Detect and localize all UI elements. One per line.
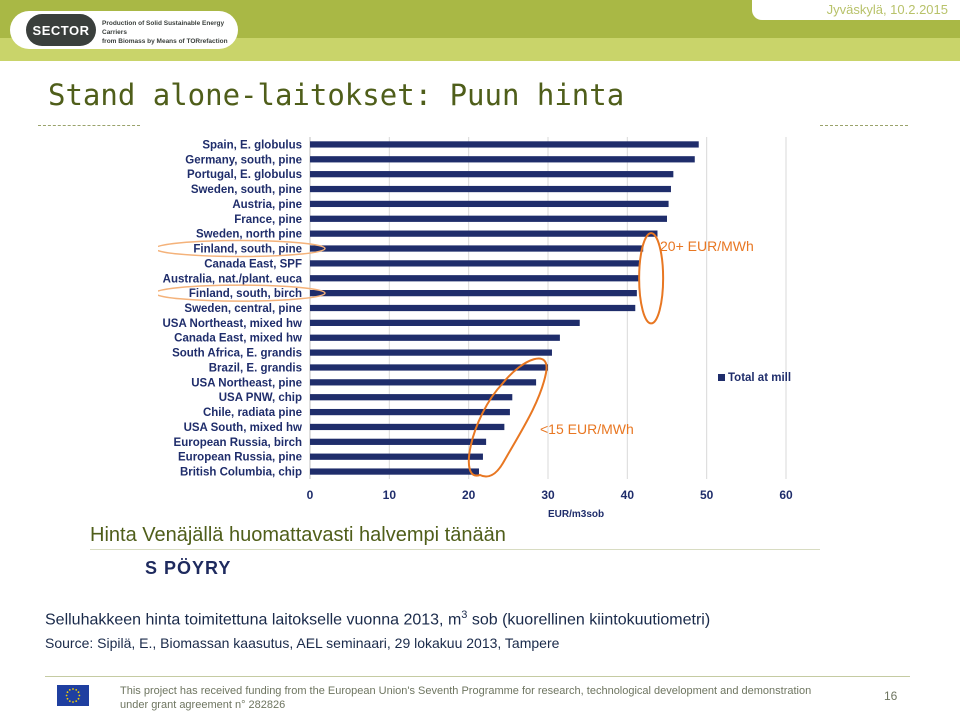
description-superscript: 3	[461, 609, 468, 621]
annotation-label-low: <15 EUR/MWh	[540, 421, 634, 437]
page-number: 16	[884, 689, 898, 703]
highlight-ellipse	[158, 239, 326, 258]
title-divider-right	[820, 125, 908, 126]
category-label: Sweden, north pine	[196, 229, 302, 241]
bar	[310, 468, 479, 475]
sector-logo-tagline: Production of Solid Sustainable Energy C…	[102, 19, 237, 46]
category-label: European Russia, pine	[178, 452, 302, 464]
annotation-ellipse-high	[638, 232, 665, 325]
bar	[310, 141, 699, 148]
source-note: Source: Sipilä, E., Biomassan kaasutus, …	[45, 635, 560, 651]
bar	[310, 156, 695, 163]
subtitle-underline	[90, 549, 820, 550]
footer-divider	[45, 676, 910, 677]
category-label: South Africa, E. grandis	[172, 348, 302, 360]
legend-swatch	[718, 374, 725, 381]
category-label: Australia, nat./plant. euca	[163, 273, 303, 285]
x-axis-label: EUR/m3sob	[548, 509, 604, 518]
bar	[310, 453, 483, 460]
category-label: France, pine	[234, 214, 302, 226]
date-tab: Jyväskylä, 10.2.2015	[752, 0, 960, 20]
bar	[310, 200, 669, 208]
description-text-end: sob (kuorellinen kiintokuutiometri)	[467, 611, 711, 629]
category-label: Finland, south, birch	[189, 288, 302, 300]
title-divider-left	[38, 125, 140, 126]
category-label: USA South, mixed hw	[184, 422, 302, 434]
bar	[310, 215, 667, 222]
bar	[310, 408, 510, 416]
bar	[310, 185, 671, 193]
sector-logo-mark: SECTOR	[26, 14, 96, 46]
tagline-line-1: Production of Solid Sustainable Energy C…	[102, 20, 225, 36]
slide-subtitle: Hinta Venäjällä huomattavasti halvempi t…	[90, 524, 506, 546]
bar	[310, 319, 580, 326]
bar	[310, 230, 658, 237]
sector-logo: SECTOR Production of Solid Sustainable E…	[10, 11, 238, 49]
category-label: European Russia, birch	[174, 437, 302, 449]
poyry-logo-text: PÖYRY	[164, 558, 232, 578]
category-label: Austria, pine	[232, 199, 302, 211]
poyry-logo: S PÖYRY	[145, 558, 231, 579]
category-label: British Columbia, chip	[180, 467, 302, 479]
bar	[310, 304, 636, 312]
x-tick-label: 0	[307, 488, 314, 502]
bar	[310, 290, 637, 297]
bar	[310, 334, 560, 341]
x-tick-label: 20	[462, 488, 476, 502]
funding-line-2: under grant agreement n° 282826	[120, 699, 286, 711]
bar	[310, 423, 505, 431]
category-label: Sweden, central, pine	[184, 303, 302, 315]
x-tick-label: 40	[621, 488, 635, 502]
funding-note: This project has received funding from t…	[120, 684, 811, 712]
category-label: USA Northeast, mixed hw	[162, 318, 302, 330]
category-label: Finland, south, pine	[193, 244, 302, 256]
bar	[310, 171, 674, 178]
description: Selluhakkeen hinta toimitettuna laitokse…	[45, 609, 710, 629]
bar	[310, 349, 552, 356]
category-label: USA PNW, chip	[219, 392, 302, 404]
category-label: Portugal, E. globulus	[187, 169, 302, 181]
legend-label: Total at mill	[728, 372, 791, 384]
bar	[310, 364, 548, 371]
bar	[310, 275, 640, 282]
poyry-s-icon: S	[145, 558, 159, 578]
category-label: Chile, radiata pine	[203, 407, 302, 419]
category-label: Sweden, south, pine	[191, 184, 302, 196]
bar	[310, 394, 513, 401]
x-tick-label: 60	[779, 488, 793, 502]
category-label: Brazil, E. grandis	[209, 362, 302, 374]
wood-price-chart: Spain, E. globulus Germany, south, pine Po…	[158, 137, 793, 518]
x-tick-label: 10	[383, 488, 397, 502]
bar	[310, 245, 644, 252]
description-text: Selluhakkeen hinta toimitettuna laitokse…	[45, 611, 462, 629]
eu-flag-icon	[57, 685, 89, 706]
x-tick-label: 30	[541, 488, 555, 502]
annotation-ellipse-low	[467, 357, 548, 478]
tagline-line-2: from Biomass by Means of TORrefaction	[102, 38, 228, 45]
highlight-ellipse	[158, 284, 326, 302]
funding-line-1: This project has received funding from t…	[120, 685, 812, 697]
date-label: Jyväskylä, 10.2.2015	[826, 2, 948, 17]
bar	[310, 438, 487, 445]
annotation-label-high: 20+ EUR/MWh	[660, 238, 754, 254]
x-tick-label: 50	[700, 488, 714, 502]
category-label: Canada East, SPF	[204, 258, 302, 270]
category-label: Spain, E. globulus	[202, 139, 302, 151]
category-label: USA Northeast, pine	[191, 377, 302, 389]
category-label: Canada East, mixed hw	[174, 333, 302, 345]
category-label: Germany, south, pine	[185, 154, 302, 166]
slide-title: Stand alone-laitokset: Puun hinta	[48, 78, 625, 112]
bar	[310, 260, 640, 267]
bar	[310, 379, 537, 386]
